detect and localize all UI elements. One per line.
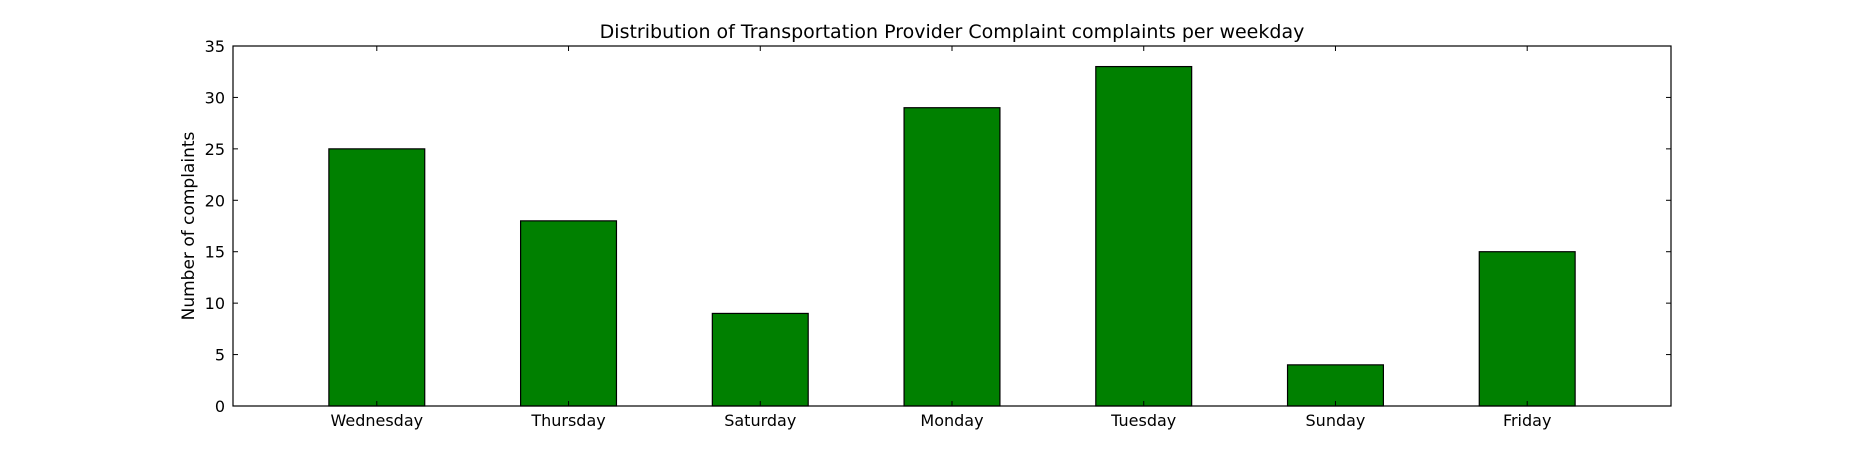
y-tick-label: 0 [215, 397, 225, 416]
bars-layer [328, 65, 1576, 407]
bar-friday [1478, 251, 1576, 407]
y-axis-label: Number of complaints [179, 131, 199, 320]
x-tick-label: Sunday [1306, 411, 1366, 430]
y-tick-label: 25 [205, 140, 225, 159]
bar-tuesday [1095, 65, 1193, 407]
ticks-layer: Wednesday Thursday Saturday Monday Tuesday Su… [205, 37, 1671, 430]
y-tick-label: 30 [205, 88, 225, 107]
bar-monday [903, 107, 1001, 407]
bar-saturday [711, 312, 809, 407]
x-tick-label: Thursday [530, 411, 605, 430]
bar-thursday [519, 220, 618, 407]
chart-title: Distribution of Transportation Provider … [600, 21, 1305, 43]
y-tick-label: 5 [215, 346, 225, 365]
x-tick-label: Monday [920, 411, 983, 430]
y-tick-label: 15 [205, 243, 225, 262]
x-tick-label: Saturday [724, 411, 796, 430]
y-tick-label: 35 [205, 37, 225, 56]
bar-sunday [1286, 364, 1384, 407]
x-tick-label: Wednesday [330, 411, 423, 430]
y-tick-label: 20 [205, 191, 225, 210]
plot-frame [232, 45, 1672, 407]
y-tick-label: 10 [205, 294, 225, 313]
x-tick-label: Tuesday [1110, 411, 1176, 430]
bar-wednesday [328, 148, 426, 407]
x-tick-label: Friday [1503, 411, 1552, 430]
